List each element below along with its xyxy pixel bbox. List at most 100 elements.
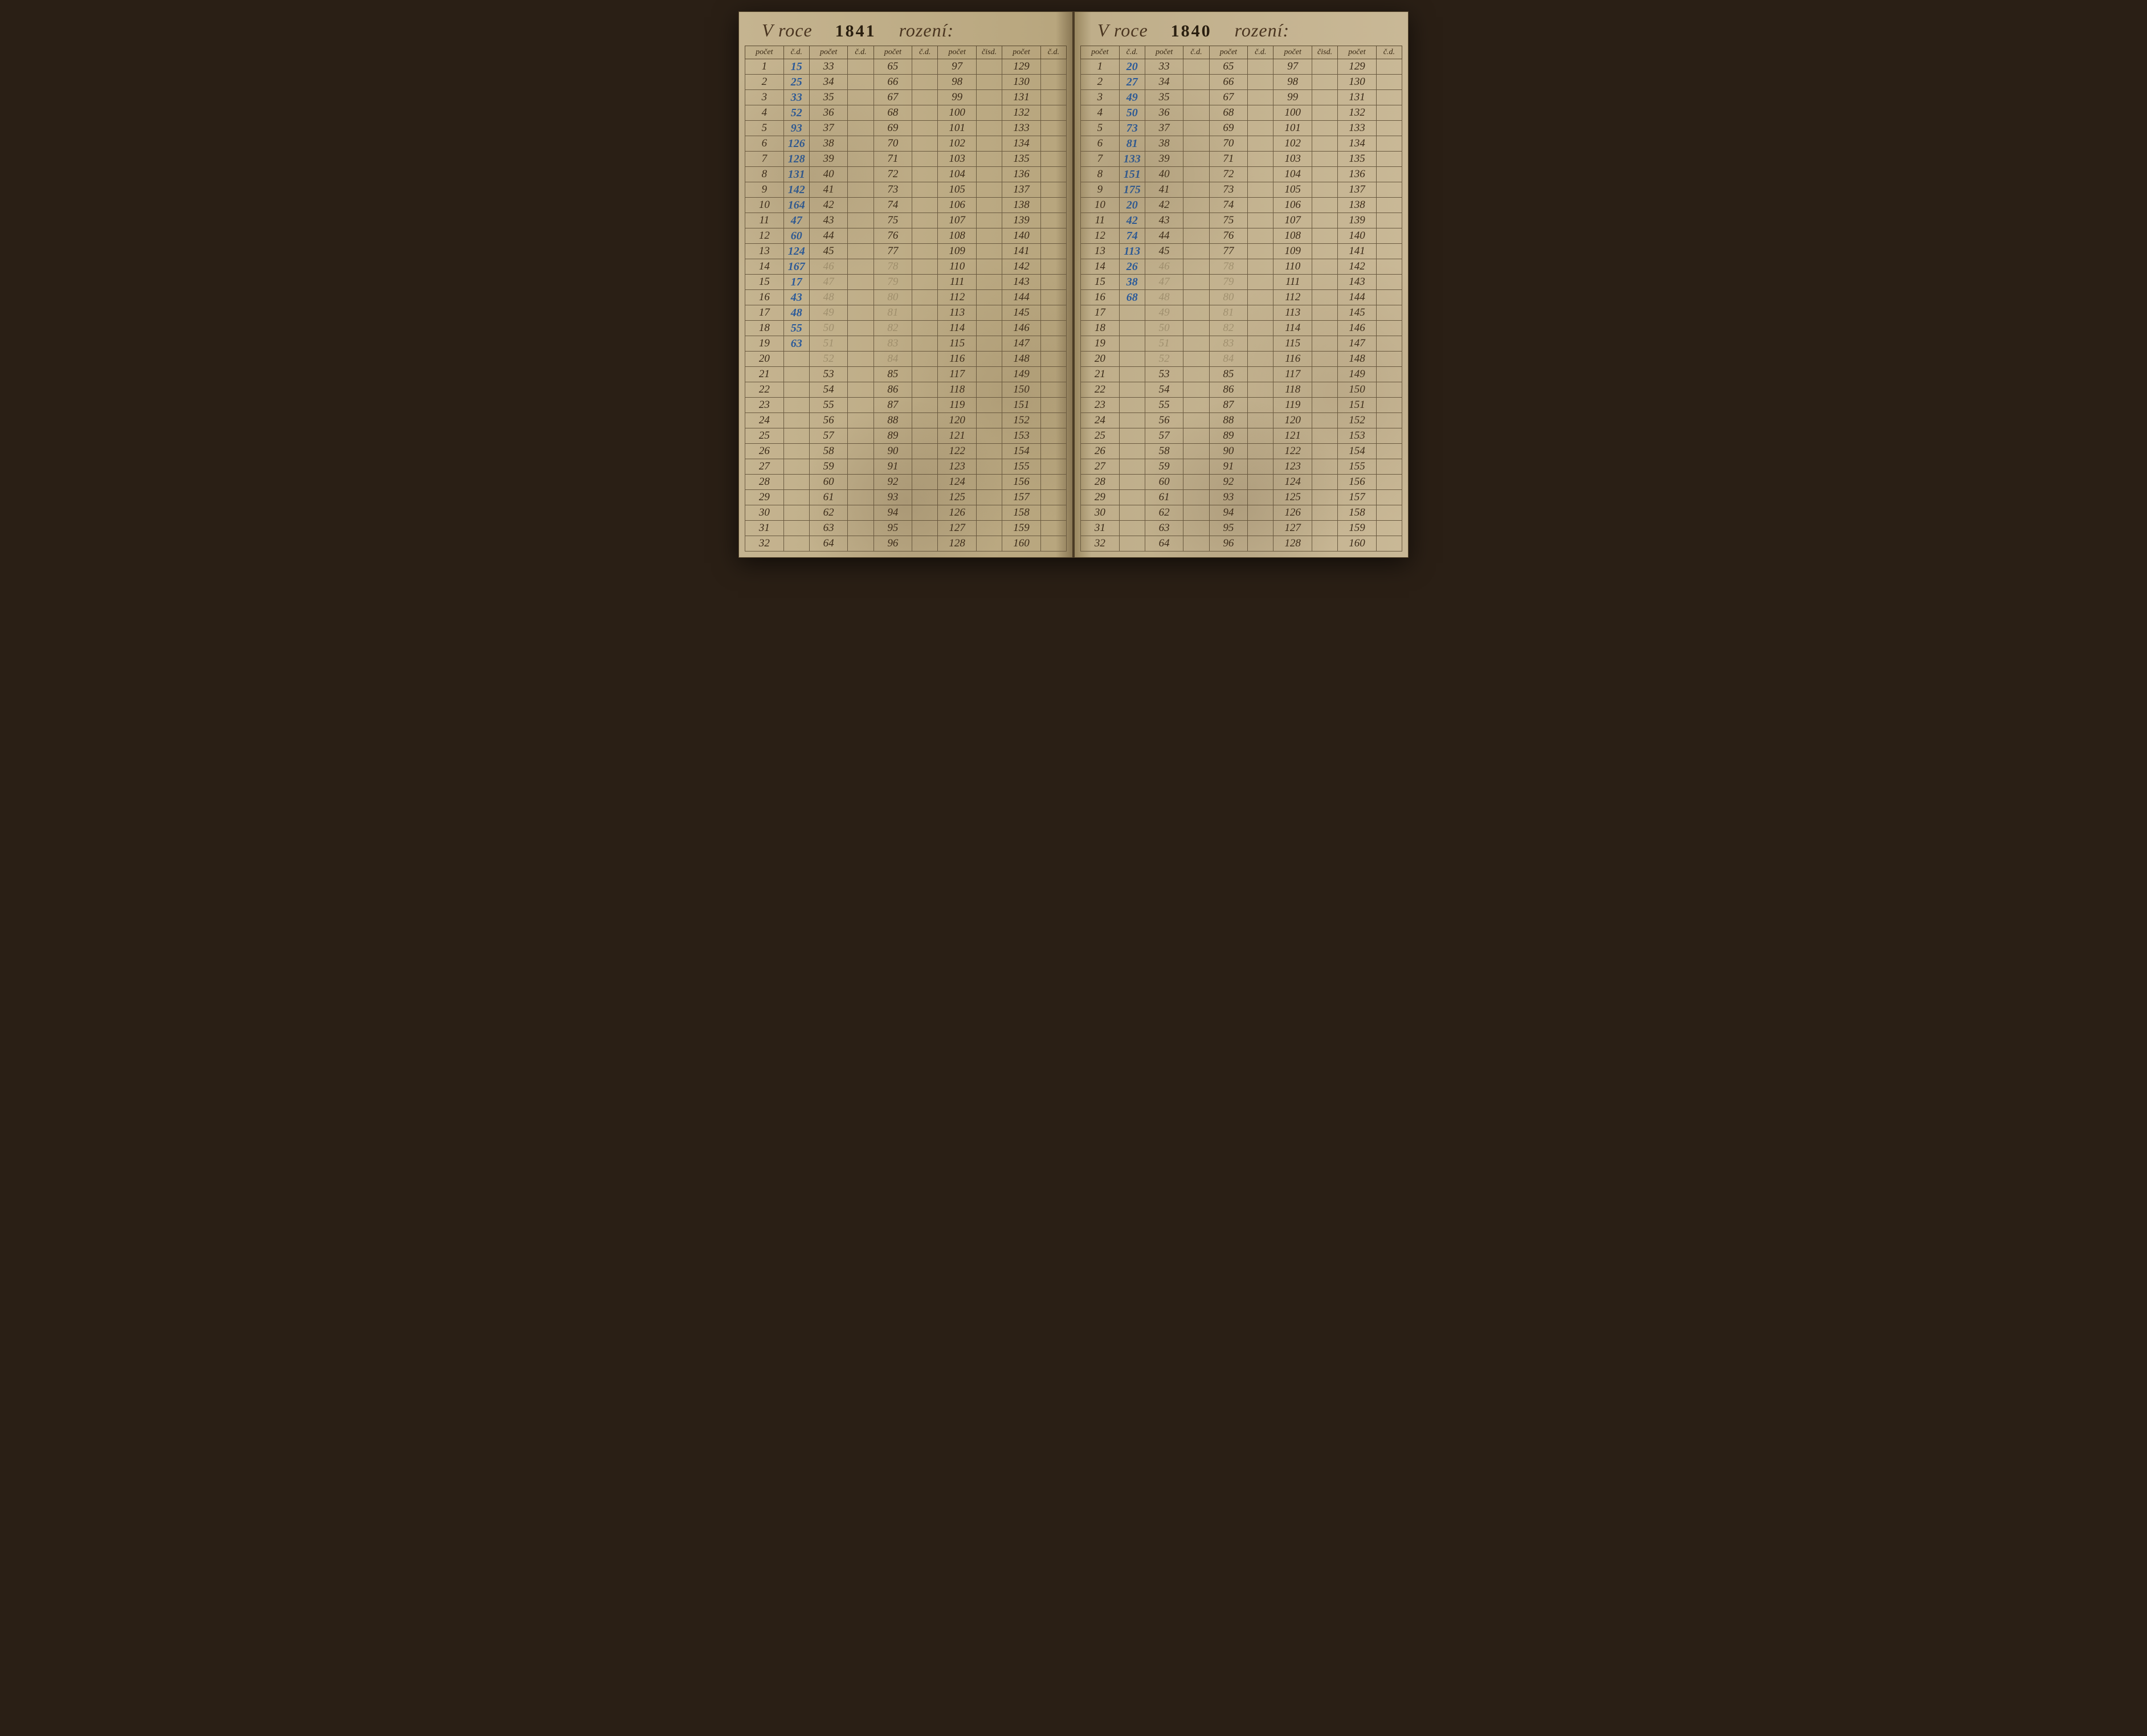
table-cell: 27	[745, 459, 784, 475]
table-cell: 129	[1338, 59, 1377, 75]
column-header: počet	[938, 46, 977, 59]
table-cell	[1312, 321, 1338, 336]
table-cell	[912, 136, 938, 152]
table-row: 195183115147	[1081, 336, 1402, 352]
table-cell	[783, 444, 809, 459]
table-cell: 175	[1119, 182, 1145, 198]
table-cell: 157	[1338, 490, 1377, 505]
table-cell	[1119, 428, 1145, 444]
table-cell: 102	[938, 136, 977, 152]
table-cell	[1183, 152, 1209, 167]
table-cell	[1248, 244, 1273, 259]
table-cell	[1248, 290, 1273, 305]
table-cell	[1040, 475, 1066, 490]
table-cell	[912, 152, 938, 167]
table-cell	[1376, 305, 1402, 321]
table-cell: 70	[1209, 136, 1248, 152]
table-cell: 113	[1273, 305, 1312, 321]
table-row: 120336597129	[1081, 59, 1402, 75]
table-row: 255789121153	[745, 428, 1067, 444]
table-cell: 124	[1273, 475, 1312, 490]
table-cell	[1040, 105, 1066, 121]
table-cell: 91	[1209, 459, 1248, 475]
table-cell	[1376, 428, 1402, 444]
table-cell: 63	[1145, 521, 1183, 536]
table-cell: 63	[809, 521, 848, 536]
table-row: 205284116148	[745, 352, 1067, 367]
table-row: 115336597129	[745, 59, 1067, 75]
table-cell: 150	[1002, 382, 1041, 398]
table-cell: 131	[783, 167, 809, 182]
table-cell	[977, 228, 1002, 244]
table-cell: 52	[783, 105, 809, 121]
table-row: 185082114146	[1081, 321, 1402, 336]
table-cell: 131	[1002, 90, 1041, 105]
table-cell: 61	[1145, 490, 1183, 505]
table-cell: 75	[1209, 213, 1248, 228]
table-cell: 110	[1273, 259, 1312, 275]
table-cell: 32	[745, 536, 784, 552]
table-cell	[1376, 475, 1402, 490]
table-cell	[848, 444, 874, 459]
table-cell	[1040, 367, 1066, 382]
table-cell: 34	[1145, 75, 1183, 90]
table-cell: 144	[1338, 290, 1377, 305]
table-cell	[1376, 275, 1402, 290]
table-cell: 137	[1002, 182, 1041, 198]
table-cell	[1183, 167, 1209, 182]
table-cell	[1183, 305, 1209, 321]
table-cell	[1312, 367, 1338, 382]
table-cell: 112	[1273, 290, 1312, 305]
table-cell: 42	[1145, 198, 1183, 213]
table-cell	[912, 75, 938, 90]
table-cell	[1376, 228, 1402, 244]
table-row: 316395127159	[745, 521, 1067, 536]
table-cell	[848, 75, 874, 90]
table-cell: 118	[1273, 382, 1312, 398]
table-cell: 46	[1145, 259, 1183, 275]
table-cell: 153	[1338, 428, 1377, 444]
table-cell: 111	[938, 275, 977, 290]
table-cell: 115	[938, 336, 977, 352]
table-cell: 47	[783, 213, 809, 228]
table-cell: 4	[1081, 105, 1120, 121]
table-cell: 99	[1273, 90, 1312, 105]
column-header: počet	[1209, 46, 1248, 59]
left-title-row: V roce 1841 rození:	[745, 19, 1067, 46]
table-cell	[1248, 59, 1273, 75]
table-cell	[1312, 352, 1338, 367]
table-cell: 8	[1081, 167, 1120, 182]
table-cell: 167	[783, 259, 809, 275]
table-cell	[977, 459, 1002, 475]
table-cell: 42	[1119, 213, 1145, 228]
table-cell: 121	[938, 428, 977, 444]
table-cell	[1248, 136, 1273, 152]
table-cell	[1248, 459, 1273, 475]
table-cell	[912, 382, 938, 398]
table-cell	[977, 259, 1002, 275]
table-cell: 142	[1002, 259, 1041, 275]
table-cell	[1248, 90, 1273, 105]
table-cell: 141	[1002, 244, 1041, 259]
table-row: 4523668100132	[745, 105, 1067, 121]
table-cell: 84	[1209, 352, 1248, 367]
table-cell: 6	[745, 136, 784, 152]
table-cell: 59	[1145, 459, 1183, 475]
column-header: č.d.	[1376, 46, 1402, 59]
table-cell	[1376, 290, 1402, 305]
table-cell	[1183, 536, 1209, 552]
table-cell	[1183, 367, 1209, 382]
table-cell	[1376, 59, 1402, 75]
table-cell: 127	[938, 521, 977, 536]
table-cell: 95	[1209, 521, 1248, 536]
table-cell	[1183, 459, 1209, 475]
table-cell: 79	[874, 275, 912, 290]
table-row: 11474375107139	[745, 213, 1067, 228]
column-header: počet	[1145, 46, 1183, 59]
table-cell: 34	[809, 75, 848, 90]
table-cell: 2	[745, 75, 784, 90]
table-row: 131244577109141	[745, 244, 1067, 259]
table-cell: 126	[1273, 505, 1312, 521]
table-row: 225486118150	[745, 382, 1067, 398]
table-cell: 40	[1145, 167, 1183, 182]
